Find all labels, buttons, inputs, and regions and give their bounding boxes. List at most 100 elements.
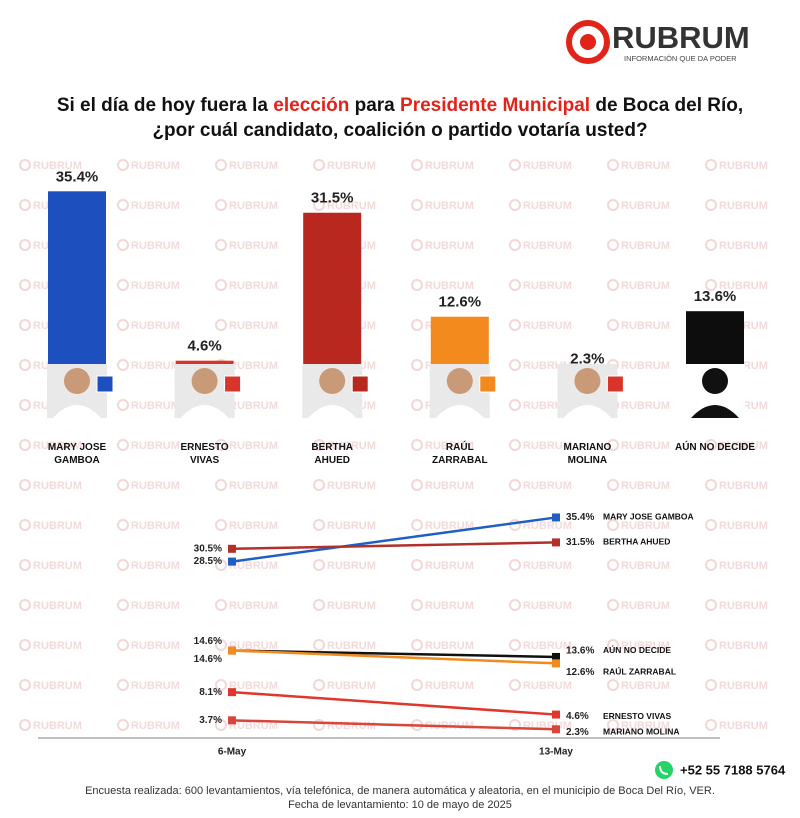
brand: RUBRUM [612, 20, 750, 55]
point [228, 716, 236, 725]
watermark: RUBRUM [621, 200, 670, 212]
x-tick-label: 6-May [218, 747, 247, 758]
party-logo [224, 375, 242, 393]
title-segment: para [349, 95, 400, 116]
watermark: RUBRUM [523, 520, 572, 532]
watermark-dot [117, 519, 129, 531]
watermark: RUBRUM [425, 440, 474, 452]
watermark-dot [411, 359, 423, 371]
title-segment: elección [273, 95, 349, 116]
category-label: ERNESTO VIVAS [181, 442, 229, 466]
watermark-dot [117, 159, 129, 171]
watermark-dot [607, 279, 619, 291]
watermark: RUBRUM [131, 680, 180, 692]
watermark: RUBRUM [621, 360, 670, 372]
watermark-dot [509, 399, 521, 411]
watermark: RUBRUM [33, 640, 82, 652]
series-name: MARIANO MOLINA [603, 727, 680, 737]
watermark-dot [117, 319, 129, 331]
photo-body [308, 405, 357, 418]
watermark-dot [411, 599, 423, 611]
candidate-photo [685, 364, 745, 418]
watermark: RUBRUM [621, 640, 670, 652]
watermark: RUBRUM [131, 160, 180, 172]
watermark: RUBRUM [719, 560, 768, 572]
watermark: RUBRUM [229, 560, 278, 572]
watermark: RUBRUM [131, 480, 180, 492]
watermark-dot [705, 199, 717, 211]
watermark-dot [509, 239, 521, 251]
watermark: RUBRUM [719, 600, 768, 612]
watermark: RUBRUM [327, 560, 376, 572]
watermark: RUBRUM [425, 480, 474, 492]
watermark-dot [215, 599, 227, 611]
watermark: RUBRUM [131, 600, 180, 612]
watermark: RUBRUM [523, 440, 572, 452]
watermark: RUBRUM [621, 440, 670, 452]
watermark: RUBRUM [719, 520, 768, 532]
category-label: AÚN NO DECIDE [675, 440, 755, 453]
series-line [231, 541, 557, 551]
watermark: RUBRUM [719, 440, 768, 452]
watermark: RUBRUM [131, 720, 180, 732]
watermark: RUBRUM [425, 160, 474, 172]
watermark: RUBRUM [131, 200, 180, 212]
watermark-dot [19, 399, 31, 411]
watermark-dot [215, 159, 227, 171]
watermark-dot [313, 679, 325, 691]
watermark-dot [215, 439, 227, 451]
watermark-dot [705, 719, 717, 731]
watermark: RUBRUM [131, 360, 180, 372]
whatsapp-icon [655, 761, 673, 779]
watermark-dot [117, 599, 129, 611]
watermark-dot [509, 319, 521, 331]
watermark: RUBRUM [327, 160, 376, 172]
bar [303, 212, 362, 386]
watermark-dot [705, 439, 717, 451]
watermark: RUBRUM [229, 480, 278, 492]
watermark: RUBRUM [327, 520, 376, 532]
watermark: RUBRUM [229, 160, 278, 172]
watermark-dot [509, 359, 521, 371]
series-name: BERTHA AHUED [603, 537, 670, 547]
watermark: RUBRUM [719, 480, 768, 492]
watermark-dot [19, 559, 31, 571]
watermark: RUBRUM [33, 160, 82, 172]
watermark: RUBRUM [229, 680, 278, 692]
watermark: RUBRUM [621, 160, 670, 172]
watermark: RUBRUM [425, 640, 474, 652]
watermark-dot [705, 599, 717, 611]
watermark: RUBRUM [33, 720, 82, 732]
point [552, 659, 560, 668]
watermark-dot [411, 319, 423, 331]
watermark: RUBRUM [425, 520, 474, 532]
watermark-dot [19, 239, 31, 251]
watermark: RUBRUM [327, 440, 376, 452]
watermark-dot [607, 159, 619, 171]
watermark-dot [705, 639, 717, 651]
watermark-dot [19, 159, 31, 171]
watermark-dot [215, 559, 227, 571]
watermark-dot [313, 199, 325, 211]
watermark-dot [117, 199, 129, 211]
candidate-photo [429, 364, 497, 418]
watermark: RUBRUM [523, 280, 572, 292]
watermark: RUBRUM [719, 200, 768, 212]
watermark: RUBRUM [229, 600, 278, 612]
watermark-dot [607, 479, 619, 491]
value-label: 31.5% [311, 190, 354, 207]
watermark-dot [19, 319, 31, 331]
watermark: RUBRUM [327, 720, 376, 732]
photo-head [191, 368, 218, 394]
watermark: RUBRUM [327, 480, 376, 492]
watermark-dot [117, 679, 129, 691]
watermark: RUBRUM [229, 320, 278, 332]
value-label: 14.6% [194, 654, 222, 665]
watermark-dot [607, 679, 619, 691]
watermark-dot [509, 479, 521, 491]
candidate-photo [557, 364, 624, 418]
watermark-dot [313, 519, 325, 531]
watermark: RUBRUM [621, 240, 670, 252]
watermark: RUBRUM [621, 280, 670, 292]
